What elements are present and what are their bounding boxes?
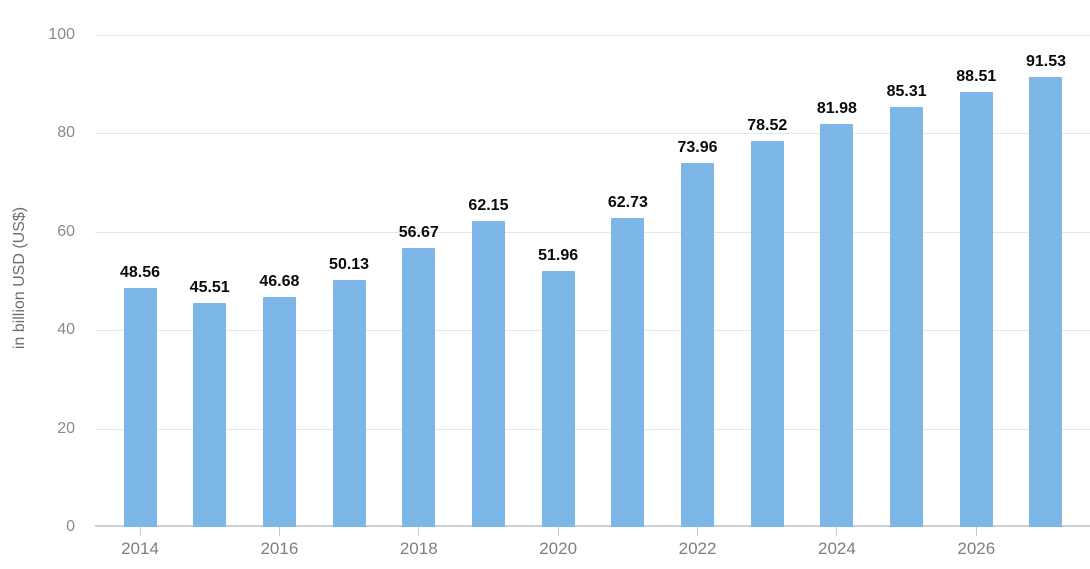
- x-tick-label-2014: 2014: [121, 539, 159, 558]
- value-label-2016: 46.68: [259, 273, 300, 291]
- bar-2019: [471, 221, 505, 527]
- gridline: [95, 330, 1090, 332]
- gridline: [95, 35, 1090, 36]
- value-label-2019: 62.15: [468, 197, 509, 215]
- value-label-2020: 51.96: [538, 247, 579, 265]
- value-label-2023: 78.52: [747, 116, 788, 134]
- x-tick-label-2026: 2026: [957, 539, 996, 558]
- x-tick-2016: [278, 527, 280, 536]
- x-tick-label-2018: 2018: [399, 539, 438, 558]
- value-label-2024: 81.98: [816, 99, 857, 117]
- y-tick-label: 60: [57, 222, 75, 240]
- y-tick-label: 100: [48, 26, 75, 43]
- bar-2015: [193, 303, 227, 527]
- bar-2021: [611, 218, 645, 527]
- x-tick-2020: [557, 527, 559, 536]
- x-tick-label-2020: 2020: [539, 539, 578, 558]
- y-tick-label: 0: [66, 518, 75, 535]
- bar-2014: [123, 288, 157, 527]
- bar-2025: [890, 107, 924, 527]
- y-axis: 0 20 40 60 80 100: [0, 0, 75, 569]
- y-tick-label: 20: [57, 419, 75, 437]
- bar-2017: [332, 280, 366, 527]
- value-label-2015: 45.51: [189, 279, 230, 297]
- x-tick-label-2016: 2016: [260, 539, 299, 558]
- gridline: [95, 428, 1090, 430]
- x-tick-2018: [418, 527, 420, 536]
- bar-2020: [541, 271, 575, 527]
- bar-2027: [1029, 76, 1063, 527]
- x-tick-2026: [975, 527, 977, 536]
- y-tick-label: 80: [57, 124, 75, 142]
- x-tick-2014: [139, 527, 141, 536]
- value-label-2021: 62.73: [607, 194, 648, 212]
- bar-2026: [959, 91, 993, 527]
- x-tick-2024: [836, 527, 838, 536]
- x-tick-label-2022: 2022: [678, 539, 717, 558]
- value-label-2018: 56.67: [398, 224, 439, 242]
- x-tick-2022: [697, 527, 699, 536]
- plot-area: 48.56 45.51 46.68 50.13 56.67 62.15 51.96 62.73…: [95, 35, 1090, 527]
- bar-2022: [681, 163, 715, 527]
- gridline: [95, 133, 1090, 135]
- value-label-2017: 50.13: [329, 256, 370, 274]
- y-tick-label: 40: [57, 321, 75, 339]
- bar-2024: [820, 123, 854, 527]
- bar-2023: [750, 140, 784, 527]
- value-label-2025: 85.31: [886, 83, 927, 101]
- bar-2016: [262, 297, 296, 527]
- value-label-2026: 88.51: [956, 67, 997, 85]
- x-axis-line: [95, 525, 1090, 527]
- value-label-2014: 48.56: [119, 264, 161, 282]
- value-label-2027: 91.53: [1025, 52, 1067, 70]
- x-tick-label-2024: 2024: [817, 539, 856, 558]
- bar-2018: [402, 248, 436, 527]
- value-label-2022: 73.96: [677, 139, 718, 157]
- gridline: [95, 231, 1090, 233]
